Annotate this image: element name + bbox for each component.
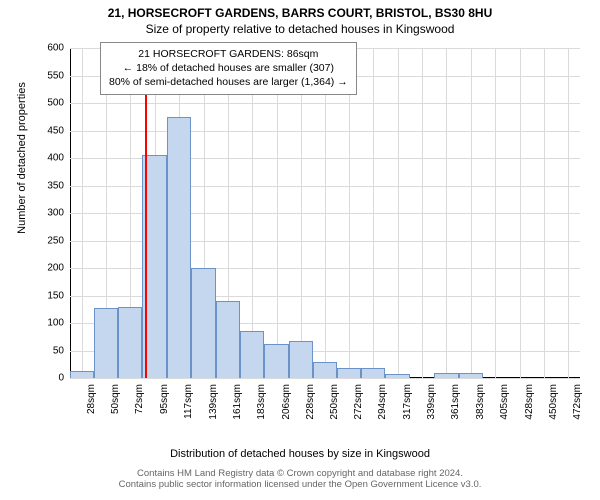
x-tick-label: 250sqm bbox=[329, 384, 340, 420]
x-tick-label: 50sqm bbox=[110, 384, 121, 414]
histogram-bar bbox=[216, 301, 240, 378]
v-gridline bbox=[471, 48, 472, 378]
v-gridline bbox=[82, 48, 83, 378]
v-gridline bbox=[568, 48, 569, 378]
y-tick-label: 250 bbox=[0, 235, 64, 246]
x-tick-label: 339sqm bbox=[426, 384, 437, 420]
y-tick-label: 400 bbox=[0, 153, 64, 164]
histogram-bar bbox=[94, 308, 118, 378]
histogram-bar bbox=[459, 373, 483, 379]
y-tick-label: 350 bbox=[0, 180, 64, 191]
v-gridline bbox=[398, 48, 399, 378]
plot-area bbox=[70, 48, 580, 378]
x-tick-label: 28sqm bbox=[86, 384, 97, 414]
x-tick-label: 95sqm bbox=[159, 384, 170, 414]
y-tick-label: 200 bbox=[0, 263, 64, 274]
histogram-bar bbox=[313, 362, 337, 379]
histogram-bar bbox=[361, 368, 385, 378]
chart-container: 21, HORSECROFT GARDENS, BARRS COURT, BRI… bbox=[0, 0, 600, 500]
histogram-bar bbox=[118, 307, 142, 379]
y-tick-label: 600 bbox=[0, 43, 64, 54]
v-gridline bbox=[349, 48, 350, 378]
x-tick-label: 405sqm bbox=[499, 384, 510, 420]
x-tick-label: 383sqm bbox=[475, 384, 486, 420]
x-tick-label: 450sqm bbox=[548, 384, 559, 420]
x-tick-label: 272sqm bbox=[353, 384, 364, 420]
x-tick-label: 117sqm bbox=[183, 384, 194, 419]
x-tick-label: 183sqm bbox=[256, 384, 267, 420]
annotation-line-1: 21 HORSECROFT GARDENS: 86sqm bbox=[109, 47, 348, 61]
v-gridline bbox=[495, 48, 496, 378]
chart-subtitle: Size of property relative to detached ho… bbox=[0, 22, 600, 36]
x-tick-label: 139sqm bbox=[208, 384, 219, 420]
v-gridline bbox=[520, 48, 521, 378]
histogram-bar bbox=[240, 331, 264, 378]
caption-line-2: Contains public sector information licen… bbox=[119, 479, 482, 490]
histogram-bar bbox=[264, 344, 289, 378]
v-gridline bbox=[544, 48, 545, 378]
x-tick-label: 428sqm bbox=[524, 384, 535, 420]
histogram-bar bbox=[337, 368, 361, 378]
y-tick-label: 150 bbox=[0, 290, 64, 301]
v-gridline bbox=[373, 48, 374, 378]
v-gridline bbox=[277, 48, 278, 378]
property-marker-line bbox=[145, 48, 147, 378]
y-tick-label: 550 bbox=[0, 70, 64, 81]
annotation-line-2: ← 18% of detached houses are smaller (30… bbox=[109, 61, 348, 75]
v-gridline bbox=[446, 48, 447, 378]
v-gridline bbox=[252, 48, 253, 378]
x-tick-label: 317sqm bbox=[402, 384, 413, 420]
y-tick-label: 450 bbox=[0, 125, 64, 136]
h-gridline bbox=[70, 378, 580, 379]
histogram-bar bbox=[167, 117, 191, 378]
x-tick-label: 206sqm bbox=[281, 384, 292, 420]
y-tick-label: 100 bbox=[0, 318, 64, 329]
x-tick-label: 161sqm bbox=[232, 384, 243, 420]
v-gridline bbox=[325, 48, 326, 378]
histogram-bar bbox=[289, 341, 313, 378]
histogram-bar bbox=[191, 268, 215, 378]
histogram-bar bbox=[385, 374, 410, 378]
x-axis-label: Distribution of detached houses by size … bbox=[0, 448, 600, 460]
x-tick-label: 361sqm bbox=[450, 384, 461, 420]
x-tick-label: 72sqm bbox=[134, 384, 145, 414]
histogram-bar bbox=[434, 373, 458, 379]
annotation-line-3: 80% of semi-detached houses are larger (… bbox=[109, 75, 348, 89]
y-tick-label: 50 bbox=[0, 345, 64, 356]
annotation-box: 21 HORSECROFT GARDENS: 86sqm ← 18% of de… bbox=[100, 42, 357, 95]
v-gridline bbox=[422, 48, 423, 378]
y-tick-label: 0 bbox=[0, 373, 64, 384]
histogram-bar bbox=[70, 371, 94, 378]
x-tick-label: 294sqm bbox=[377, 384, 388, 420]
y-tick-label: 500 bbox=[0, 98, 64, 109]
x-tick-label: 228sqm bbox=[305, 384, 316, 420]
x-tick-label: 472sqm bbox=[572, 384, 583, 420]
y-tick-label: 300 bbox=[0, 208, 64, 219]
chart-title: 21, HORSECROFT GARDENS, BARRS COURT, BRI… bbox=[0, 6, 600, 20]
v-gridline bbox=[301, 48, 302, 378]
caption: Contains HM Land Registry data © Crown c… bbox=[0, 468, 600, 490]
caption-line-1: Contains HM Land Registry data © Crown c… bbox=[137, 468, 463, 479]
